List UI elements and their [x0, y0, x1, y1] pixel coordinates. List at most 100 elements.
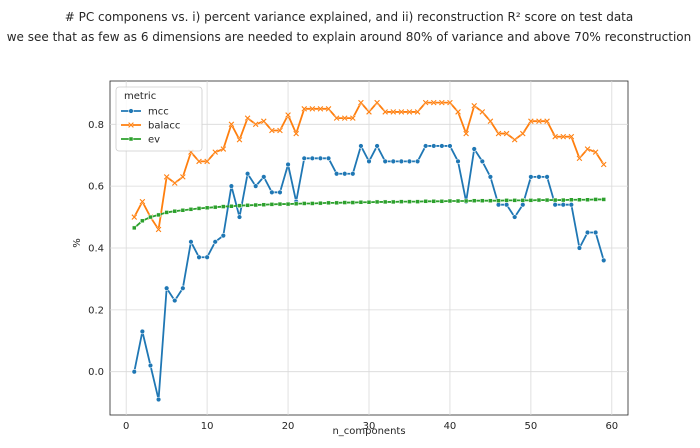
balacc-point [293, 130, 299, 137]
x-axis-label: n_components [332, 426, 405, 437]
ev-point [423, 199, 428, 204]
balacc-point [277, 127, 283, 134]
balacc-point [576, 155, 583, 162]
mcc-point [350, 171, 356, 177]
balacc-point [463, 130, 469, 137]
legend-label-mcc: mcc [148, 107, 169, 118]
chart-title-line2: we see that as few as 6 dimensions are n… [7, 30, 692, 44]
mcc-point [204, 254, 210, 260]
ev-point [269, 202, 275, 207]
balacc-point [204, 158, 210, 165]
balacc-point [341, 115, 348, 121]
legend-marker-mcc [128, 108, 134, 114]
mcc-point [325, 155, 332, 162]
balacc-point [301, 106, 308, 112]
mcc-point [511, 214, 518, 220]
x-tick-label: 20 [282, 421, 295, 432]
mcc-point [196, 254, 202, 260]
ev-point [552, 197, 558, 203]
mcc-point [560, 202, 566, 208]
mcc-point [301, 155, 307, 162]
balacc-point [196, 158, 202, 165]
mcc-point [447, 143, 453, 149]
ev-point [496, 198, 501, 203]
balacc-point [511, 136, 518, 143]
ev-point [471, 198, 477, 203]
balacc-point [439, 99, 445, 106]
ev-point [366, 199, 372, 205]
mcc-point [406, 158, 413, 165]
y-tick-label: 0.6 [88, 182, 104, 193]
balacc-point [180, 174, 186, 180]
balacc-point [544, 118, 550, 124]
y-tick-label: 0.8 [88, 120, 104, 131]
ev-point [350, 200, 356, 205]
ev-point [221, 204, 226, 209]
mcc-point [552, 202, 558, 208]
y-axis-label: % [72, 238, 83, 248]
mcc-point [342, 171, 348, 177]
balacc-point [495, 130, 502, 137]
mcc-point [487, 174, 494, 180]
ev-point [293, 201, 299, 207]
mcc-point [544, 174, 550, 180]
balacc-point [317, 106, 324, 112]
balacc-point [139, 198, 146, 205]
ev-point [140, 218, 145, 224]
mcc-point [382, 158, 388, 165]
mcc-point [317, 155, 324, 162]
y-tick-label: 0.4 [88, 244, 104, 255]
balacc-point [430, 99, 437, 106]
ev-point [245, 203, 250, 208]
balacc-point [528, 118, 534, 124]
ev-point [431, 199, 436, 204]
mcc-point [261, 174, 267, 180]
mcc-point [236, 214, 243, 220]
mcc-point [431, 143, 437, 149]
mcc-point [479, 158, 486, 165]
ev-point [164, 210, 169, 215]
mcc-point [163, 285, 170, 291]
x-tick-label: 0 [123, 421, 129, 432]
legend-label-ev: ev [148, 135, 160, 146]
mcc-point [188, 239, 194, 245]
ev-point [447, 198, 453, 204]
balacc-point [220, 146, 227, 152]
ev-point [342, 200, 347, 205]
ev-point [488, 198, 493, 203]
legend-marker-balacc [128, 122, 134, 128]
mcc-point [212, 239, 218, 245]
balacc-point [269, 127, 275, 134]
ev-point [277, 201, 283, 207]
ev-point [399, 199, 404, 204]
x-tick-label: 10 [201, 421, 214, 432]
balacc-point [560, 133, 567, 140]
balacc-point [171, 180, 178, 186]
mcc-point [601, 257, 607, 264]
ev-point [520, 198, 526, 203]
mcc-point [455, 158, 461, 165]
x-tick-label: 40 [444, 421, 457, 432]
mcc-point [309, 155, 316, 162]
mcc-point [139, 328, 146, 335]
ev-point [229, 204, 234, 209]
mcc-point [422, 143, 429, 149]
balacc-point [155, 226, 162, 233]
legend-label-balacc: balacc [148, 121, 180, 132]
ev-point [504, 198, 509, 203]
chart-title-line1: # PC componens vs. i) percent variance e… [65, 10, 633, 24]
ev-point [261, 202, 267, 207]
balacc-point [236, 136, 243, 143]
ev-point [455, 198, 461, 204]
ev-point [415, 199, 420, 204]
balacc-point [228, 121, 235, 128]
ev-point [544, 197, 550, 203]
balacc-point [422, 99, 429, 106]
mcc-point [390, 158, 396, 165]
x-tick-label: 30 [363, 421, 376, 432]
mcc-point [374, 143, 380, 149]
ev-point [601, 197, 606, 202]
mcc-point [576, 245, 583, 251]
mcc-point [568, 202, 575, 208]
mcc-point [520, 202, 526, 208]
